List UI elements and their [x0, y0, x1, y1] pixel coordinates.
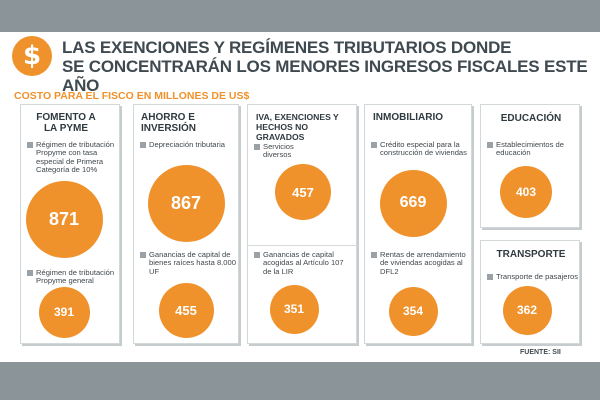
- bubble-fomento-391: 391: [38, 286, 90, 338]
- card-title-iva-exenciones: IVA, EXENCIONES Y HECHOS NO GRAVADOS: [256, 112, 339, 142]
- bubble-value: 351: [283, 302, 305, 316]
- dollar-icon: $: [12, 36, 52, 76]
- bubble-iva-457: 457: [275, 164, 331, 220]
- item-label-5-0: Transporte de pasajeros: [487, 272, 579, 281]
- card-fomento-pyme: FOMENTO A LA PYME Régimen de tributación…: [20, 104, 120, 344]
- item-label-0-0: Régimen de tributación Propyme con tasa …: [27, 140, 117, 175]
- bubble-value: 391: [53, 305, 75, 319]
- bubble-ahorro-455: 455: [158, 282, 214, 338]
- bubble-iva-351: 351: [269, 284, 319, 334]
- bubble-value: 403: [515, 185, 537, 199]
- item-label-1-1: Ganancias de capital de bienes raíces ha…: [140, 250, 238, 276]
- bubble-fomento-871: 871: [25, 180, 103, 258]
- bubble-transporte-362: 362: [502, 285, 552, 335]
- item-label-0-1: Régimen de tributación Propyme general: [27, 268, 117, 286]
- bubble-inmobiliario-354: 354: [388, 286, 438, 336]
- card-title-fomento-pyme: FOMENTO A LA PYME: [36, 112, 96, 134]
- item-label-2-0: Servicios diversos: [254, 142, 324, 160]
- top-band: [0, 0, 600, 32]
- bubble-educacion-403: 403: [500, 166, 552, 218]
- bubble-ahorro-867: 867: [147, 164, 225, 242]
- item-label-3-0: Crédito especial para la construcción de…: [371, 140, 469, 158]
- card-title-inmobiliario: INMOBILIARIO: [373, 112, 443, 123]
- item-label-4-0: Establecimientos de educación: [487, 140, 577, 158]
- bubble-value: 457: [292, 184, 314, 200]
- bottom-band: [0, 362, 600, 400]
- headline-line-2: SE CONCENTRARÁN LOS MENORES INGRESOS FIS…: [62, 57, 588, 95]
- chart-subtitle: COSTO PARA EL FISCO EN MILLONES DE US$: [14, 90, 250, 102]
- item-label-3-1: Rentas de arrendamiento de viviendas aco…: [371, 250, 469, 276]
- card-title-ahorro-inversion: AHORRO E INVERSIÓN: [141, 112, 197, 134]
- bubble-value: 455: [175, 302, 197, 318]
- headline: LAS EXENCIONES Y REGÍMENES TRIBUTARIOS D…: [62, 38, 592, 95]
- headline-line-1: LAS EXENCIONES Y REGÍMENES TRIBUTARIOS D…: [62, 38, 512, 57]
- bubble-inmobiliario-669: 669: [379, 169, 447, 237]
- bubble-value: 354: [402, 304, 424, 318]
- bubble-value: 871: [48, 208, 80, 229]
- card-title-transporte: TRANSPORTE: [496, 249, 566, 260]
- card-title-educacion: EDUCACIÓN: [500, 113, 562, 124]
- item-label-1-0: Depreciación tributaria: [140, 140, 234, 149]
- bubble-value: 669: [399, 194, 427, 211]
- bubble-value: 362: [516, 303, 538, 317]
- bubble-value: 867: [170, 192, 202, 213]
- source-note: FUENTE: SII: [520, 349, 561, 356]
- card-divider: [248, 245, 358, 246]
- item-label-2-1: Ganancias de capital acogidas al Artícul…: [254, 250, 354, 276]
